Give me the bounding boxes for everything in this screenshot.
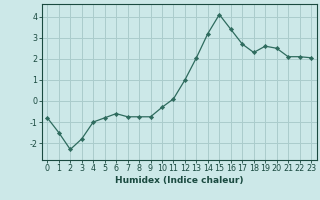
- X-axis label: Humidex (Indice chaleur): Humidex (Indice chaleur): [115, 176, 244, 185]
